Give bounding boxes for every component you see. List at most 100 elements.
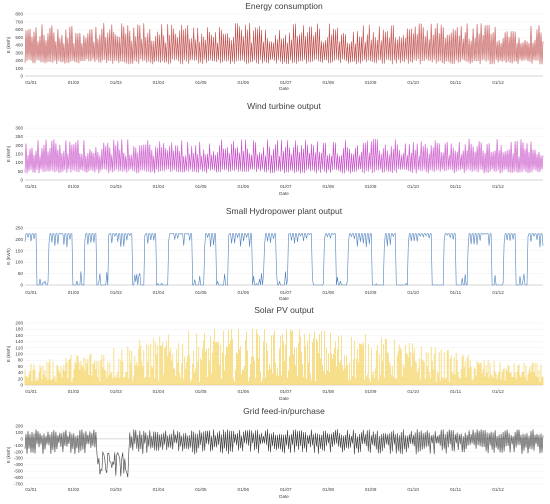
data-bar [457, 372, 459, 385]
data-bar [484, 376, 486, 385]
data-bar [266, 342, 267, 385]
data-bar [100, 360, 102, 385]
series-line [24, 138, 544, 174]
data-bar [42, 365, 44, 385]
data-bar [34, 369, 36, 385]
data-bar [50, 379, 52, 385]
data-bar [479, 362, 481, 385]
data-bar [542, 376, 544, 385]
data-bar [129, 349, 131, 385]
data-bar [56, 365, 58, 385]
data-bar [497, 374, 499, 385]
y-tick-label: 300 [15, 126, 23, 131]
x-tick-label: 01/01 [25, 80, 37, 85]
data-bar [313, 338, 314, 385]
data-bar [93, 363, 95, 385]
data-bar [257, 333, 258, 385]
data-bar [202, 348, 204, 385]
data-bar [47, 379, 49, 385]
data-bar [364, 334, 366, 385]
y-tick-label: 0 [20, 74, 23, 79]
data-bar [96, 360, 98, 385]
data-bar [105, 371, 107, 385]
data-bar [87, 359, 89, 385]
data-bar [70, 354, 72, 385]
y-tick-label: 200 [15, 143, 23, 148]
x-tick-label: 01/09 [365, 389, 377, 394]
data-bar [337, 336, 339, 385]
data-bar [177, 362, 179, 385]
data-bar [427, 352, 429, 385]
data-bar [232, 339, 233, 385]
data-bar [132, 380, 134, 385]
x-tick-label: 01/11 [450, 184, 462, 189]
data-bar [151, 366, 153, 385]
data-bar [403, 367, 405, 385]
data-bar [477, 362, 479, 385]
data-bar [336, 366, 337, 385]
data-bar [201, 360, 203, 385]
data-bar [530, 372, 532, 385]
data-bar [381, 360, 383, 385]
data-bar [86, 363, 88, 385]
data-bar [300, 336, 301, 385]
x-tick-label: 01/04 [153, 389, 165, 394]
data-bar [78, 362, 80, 385]
data-bar [470, 366, 472, 385]
data-bar [304, 334, 305, 385]
data-bar [272, 373, 273, 385]
data-bar [446, 350, 448, 385]
data-bar [392, 376, 394, 385]
data-bar [26, 376, 28, 385]
data-bar [404, 345, 406, 385]
data-bar [253, 356, 254, 385]
data-bar [206, 349, 208, 385]
data-bar [494, 371, 496, 385]
data-bar [81, 365, 83, 385]
data-bar [325, 374, 326, 385]
data-bar [501, 372, 503, 385]
x-tick-label: 01/12 [492, 487, 504, 492]
x-tick-label: 01/12 [492, 184, 504, 189]
x-tick-label: 01/03 [110, 184, 122, 189]
data-bar [38, 372, 40, 385]
data-bar [104, 369, 106, 385]
data-bar [102, 367, 104, 385]
data-bar [399, 347, 401, 385]
data-bar [513, 362, 515, 385]
data-bar [382, 344, 384, 385]
data-bar [397, 350, 399, 385]
data-bar [472, 379, 474, 385]
data-bar [63, 364, 65, 385]
data-bar [205, 351, 207, 385]
x-tick-label: 01/01 [25, 487, 37, 492]
data-bar [475, 375, 477, 385]
data-bar [437, 373, 439, 385]
data-bar [99, 381, 101, 385]
y-tick-label: 80 [18, 358, 24, 363]
data-bar [154, 378, 156, 385]
data-bar [259, 336, 260, 385]
data-bar [374, 368, 376, 385]
data-bar [103, 354, 105, 385]
data-bar [157, 345, 159, 385]
x-axis-label: Date [279, 296, 289, 301]
data-bar [474, 369, 476, 385]
data-bar [112, 378, 114, 385]
x-tick-label: 01/01 [25, 290, 37, 295]
x-axis-label: Date [279, 396, 289, 401]
data-bar [183, 379, 185, 385]
data-bar [277, 368, 278, 385]
data-bar [276, 375, 277, 385]
data-bar [164, 348, 166, 385]
x-axis-label: Date [279, 494, 289, 499]
data-bar [76, 355, 78, 385]
chart-title: Small Hydropower plant output [226, 206, 343, 216]
y-tick-label: -700 [14, 482, 24, 487]
data-bar [244, 365, 245, 385]
data-bar [451, 371, 453, 385]
data-bar [322, 364, 323, 385]
x-tick-label: 01/03 [110, 80, 122, 85]
data-bar [69, 358, 71, 385]
data-bar [391, 366, 393, 385]
